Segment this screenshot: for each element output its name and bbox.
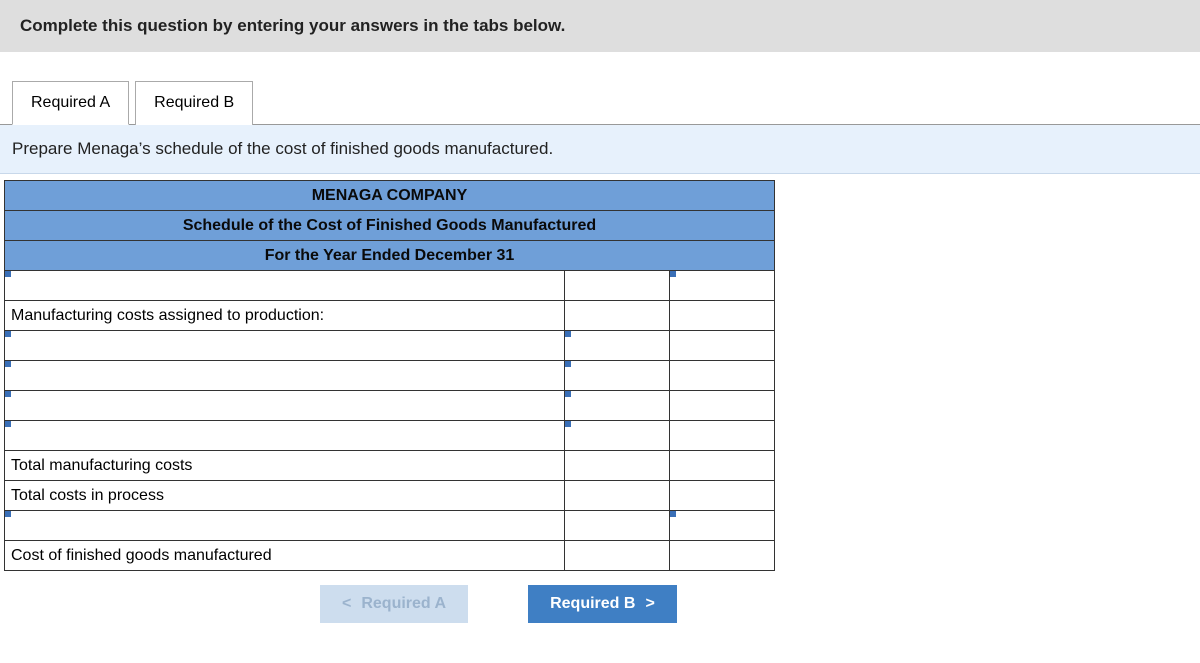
prev-button-label: Required A [361,595,446,613]
input-cell[interactable] [670,361,775,391]
input-cell[interactable] [5,391,565,421]
dropdown-indicator-icon [5,271,11,277]
input-cell[interactable] [670,541,775,571]
input-cell[interactable] [565,421,670,451]
input-cell[interactable] [670,451,775,481]
table-row [5,361,775,391]
next-button-label: Required B [550,595,635,613]
schedule-table: MENAGA COMPANY Schedule of the Cost of F… [4,180,775,571]
tabs-row: Required A Required B [0,80,1200,125]
dropdown-indicator-icon [5,331,11,337]
dropdown-indicator-icon [565,421,571,427]
dropdown-indicator-icon [565,391,571,397]
input-cell[interactable] [565,451,670,481]
input-cell[interactable] [670,421,775,451]
chevron-left-icon: < [342,595,351,613]
nav-row: < Required A Required B > [320,585,1200,623]
input-cell[interactable] [670,481,775,511]
label-cell: Total costs in process [5,481,565,511]
dropdown-indicator-icon [5,391,11,397]
input-cell[interactable] [565,331,670,361]
dropdown-indicator-icon [5,421,11,427]
schedule-header-title: Schedule of the Cost of Finished Goods M… [5,211,775,241]
table-row: Cost of finished goods manufactured [5,541,775,571]
schedule-header-company: MENAGA COMPANY [5,181,775,211]
schedule-table-wrap: MENAGA COMPANY Schedule of the Cost of F… [0,180,1200,571]
input-cell[interactable] [565,301,670,331]
table-row: Total manufacturing costs [5,451,775,481]
input-cell[interactable] [670,301,775,331]
instruction-bar: Complete this question by entering your … [0,0,1200,52]
input-cell[interactable] [670,391,775,421]
table-row [5,421,775,451]
input-cell[interactable] [670,511,775,541]
chevron-right-icon: > [645,595,654,613]
dropdown-indicator-icon [670,511,676,517]
label-cell: Total manufacturing costs [5,451,565,481]
table-row [5,391,775,421]
table-row: Manufacturing costs assigned to producti… [5,301,775,331]
label-cell: Manufacturing costs assigned to producti… [5,301,565,331]
dropdown-indicator-icon [5,361,11,367]
schedule-header-period: For the Year Ended December 31 [5,241,775,271]
input-cell[interactable] [565,271,670,301]
input-cell[interactable] [565,391,670,421]
table-row [5,511,775,541]
input-cell[interactable] [5,331,565,361]
sub-instruction: Prepare Menaga’s schedule of the cost of… [0,125,1200,174]
table-row [5,271,775,301]
table-row: Total costs in process [5,481,775,511]
input-cell[interactable] [670,271,775,301]
tab-required-a[interactable]: Required A [12,81,129,125]
dropdown-indicator-icon [670,271,676,277]
input-cell[interactable] [5,421,565,451]
dropdown-indicator-icon [5,511,11,517]
input-cell[interactable] [670,331,775,361]
prev-button: < Required A [320,585,468,623]
input-cell[interactable] [565,511,670,541]
input-cell[interactable] [5,271,565,301]
input-cell[interactable] [565,481,670,511]
input-cell[interactable] [5,511,565,541]
next-button[interactable]: Required B > [528,585,677,623]
input-cell[interactable] [565,361,670,391]
input-cell[interactable] [565,541,670,571]
table-row [5,331,775,361]
input-cell[interactable] [5,361,565,391]
tab-required-b[interactable]: Required B [135,81,253,125]
dropdown-indicator-icon [565,361,571,367]
dropdown-indicator-icon [565,331,571,337]
label-cell: Cost of finished goods manufactured [5,541,565,571]
